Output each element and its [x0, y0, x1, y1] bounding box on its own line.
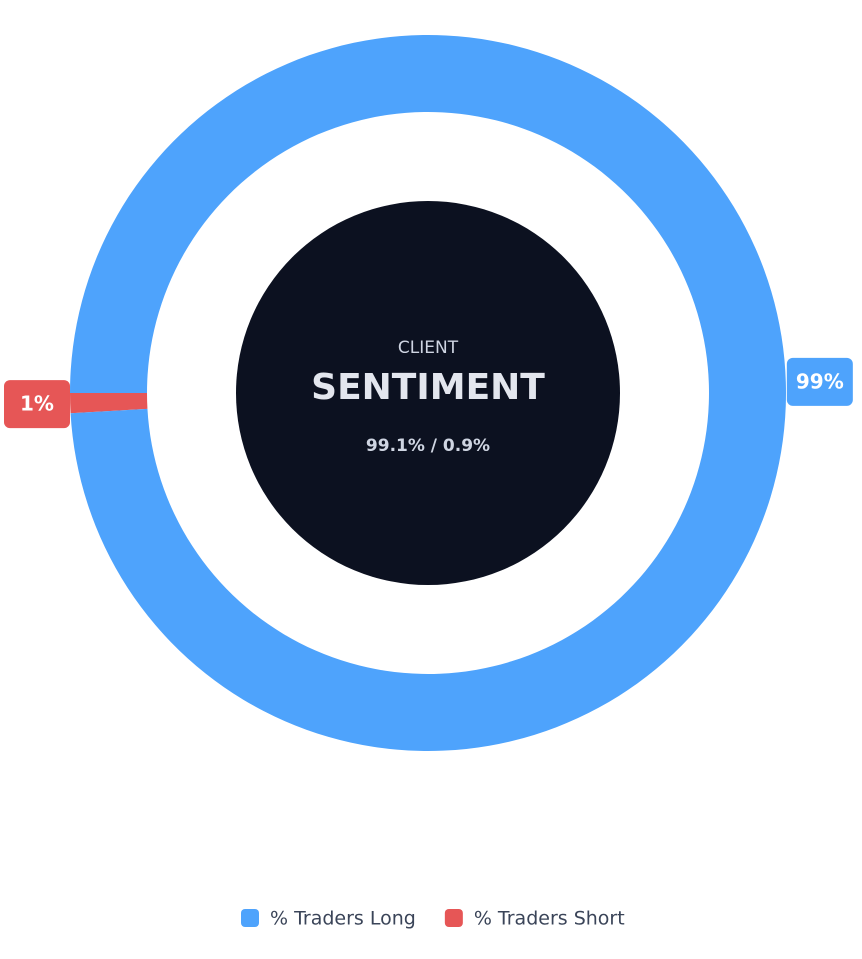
center-subtitle: 99.1% / 0.9% — [366, 436, 490, 456]
center-title: SENTIMENT — [311, 367, 545, 408]
slice — [70, 393, 148, 414]
legend-swatch[interactable] — [241, 909, 259, 927]
legend-swatch[interactable] — [444, 909, 463, 927]
value-label-box — [786, 357, 853, 406]
value-label: 99% — [796, 369, 844, 393]
legend-label[interactable]: % Traders Long — [270, 908, 416, 930]
center-disc — [236, 201, 620, 585]
value-label-box — [4, 380, 70, 429]
center-kicker: CLIENT — [398, 338, 459, 358]
legend-label[interactable]: % Traders Short — [474, 908, 625, 930]
value-label: 1% — [20, 392, 54, 416]
